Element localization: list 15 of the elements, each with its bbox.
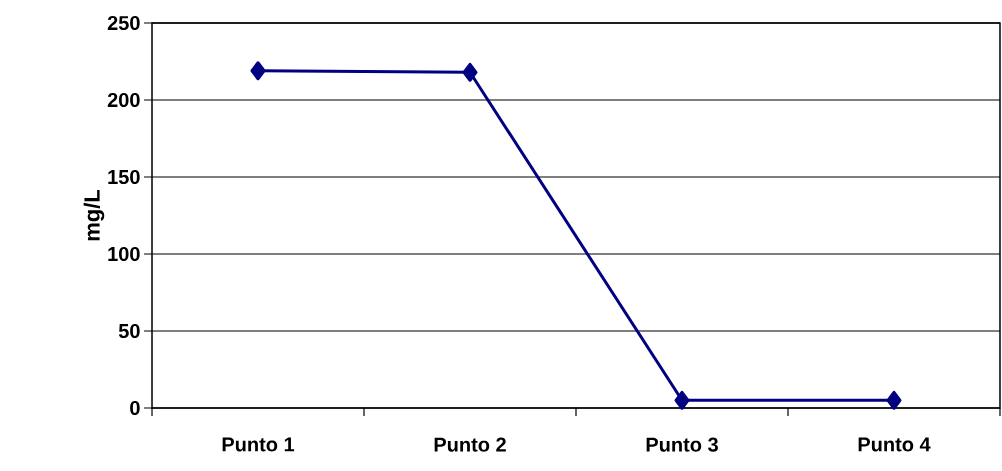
point xyxy=(886,390,902,410)
x-tick-label: Punto 1 xyxy=(222,437,295,452)
y-tick-label: 0 xyxy=(130,400,140,416)
x-tick-label: Punto 4 xyxy=(858,437,931,452)
y-tick-label: 50 xyxy=(118,323,140,339)
y-axis-title: mg/L xyxy=(83,189,105,241)
point xyxy=(462,62,478,82)
point xyxy=(250,61,266,81)
point xyxy=(674,390,690,410)
y-tick-label: 100 xyxy=(108,246,140,262)
x-tick-label: Punto 3 xyxy=(646,437,718,452)
x-tick-label: Punto 2 xyxy=(434,437,506,452)
y-tick-label: 250 xyxy=(107,15,140,31)
y-tick-label: 150 xyxy=(108,169,140,185)
y-tick-label: 200 xyxy=(107,92,140,108)
